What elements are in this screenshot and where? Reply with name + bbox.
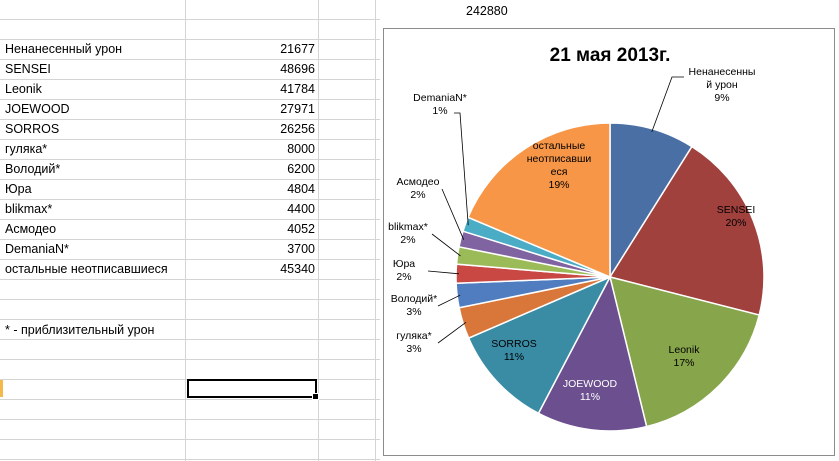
chart-title: 21 мая 2013г. bbox=[550, 45, 671, 66]
row-value-cell[interactable]: 27971 bbox=[280, 102, 315, 116]
pie-slice[interactable] bbox=[537, 274, 648, 432]
data-label: остальные неотписавши еся 19% bbox=[527, 140, 592, 191]
pie-chart[interactable]: 21 мая 2013г. Ненанесенны й урон 9% SENSEI 20… bbox=[383, 28, 835, 456]
row-marker bbox=[0, 380, 3, 397]
data-label: SORROS 11% bbox=[491, 338, 537, 363]
row-value-cell[interactable]: 6200 bbox=[287, 162, 315, 176]
data-label: Володий* 3% bbox=[391, 293, 437, 318]
row-name-cell[interactable]: остальные неотписавшиеся bbox=[5, 262, 168, 276]
row-value-cell[interactable]: 4052 bbox=[287, 222, 315, 236]
row-value-cell[interactable]: 21677 bbox=[280, 42, 315, 56]
row-name-cell[interactable]: Leonik bbox=[5, 82, 42, 96]
row-name-cell[interactable]: JOEWOOD bbox=[5, 102, 70, 116]
data-label: JOEWOOD 11% bbox=[563, 378, 618, 403]
footnote-cell[interactable]: * - приблизительный урон bbox=[5, 323, 155, 337]
pie-slice[interactable] bbox=[608, 145, 765, 316]
row-value-cell[interactable]: 3700 bbox=[287, 242, 315, 256]
row-value-cell[interactable]: 45340 bbox=[280, 262, 315, 276]
data-label: DemaniaN* 1% bbox=[413, 92, 467, 117]
row-name-cell[interactable]: Володий* bbox=[5, 162, 61, 176]
leader-line bbox=[427, 270, 460, 275]
leader-line bbox=[441, 188, 465, 240]
data-label: Ненанесенны й урон 9% bbox=[689, 66, 756, 104]
data-label: Асмодео 2% bbox=[397, 176, 440, 201]
row-name-cell[interactable]: Асмодео bbox=[5, 222, 57, 236]
fill-handle[interactable] bbox=[312, 393, 319, 400]
row-name-cell[interactable]: blikmax* bbox=[5, 202, 53, 216]
data-label: blikmax* 2% bbox=[388, 221, 428, 246]
row-name-cell[interactable]: DemaniaN* bbox=[5, 242, 69, 256]
row-name-cell[interactable]: SENSEI bbox=[5, 62, 51, 76]
data-label: Юра 2% bbox=[393, 258, 415, 283]
row-value-cell[interactable]: 8000 bbox=[287, 142, 315, 156]
selected-cell[interactable] bbox=[187, 379, 319, 400]
row-value-cell[interactable]: 26256 bbox=[280, 122, 315, 136]
row-name-cell[interactable]: Юра bbox=[5, 182, 32, 196]
data-label: гуляка* 3% bbox=[396, 330, 431, 355]
pie-slice[interactable] bbox=[467, 122, 611, 279]
row-name-cell[interactable]: Ненанесенный урон bbox=[5, 42, 123, 56]
row-value-cell[interactable]: 48696 bbox=[280, 62, 315, 76]
leader-line bbox=[651, 76, 684, 133]
pie-slice[interactable] bbox=[608, 275, 761, 428]
row-value-cell[interactable]: 4804 bbox=[287, 182, 315, 196]
leader-line bbox=[454, 112, 469, 226]
data-label: Leonik 17% bbox=[669, 344, 701, 369]
row-value-cell[interactable]: 41784 bbox=[280, 82, 315, 96]
row-name-cell[interactable]: гуляка* bbox=[5, 142, 48, 156]
chart-svg: 21 мая 2013г. Ненанесенны й урон 9% SENSEI 20… bbox=[388, 45, 765, 432]
pie-slice[interactable] bbox=[467, 275, 612, 415]
data-label: SENSEI 20% bbox=[717, 204, 756, 229]
top-value-cell[interactable]: 242880 bbox=[466, 4, 508, 18]
leader-line bbox=[437, 321, 467, 344]
row-value-cell[interactable]: 4400 bbox=[287, 202, 315, 216]
leader-line bbox=[437, 294, 461, 307]
leader-line bbox=[431, 233, 461, 257]
row-name-cell[interactable]: SORROS bbox=[5, 122, 60, 136]
